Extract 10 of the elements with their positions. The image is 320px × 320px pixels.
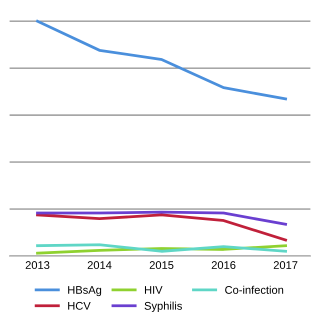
legend-label: HBsAg: [68, 286, 102, 296]
x-tick-label: 2017: [274, 261, 298, 270]
x-tick-label: 2015: [150, 261, 174, 270]
x-tick-label: 2016: [212, 261, 236, 270]
x-tick-label: 2013: [26, 261, 50, 270]
legend-label: Co-infection: [225, 286, 284, 294]
x-tick-label: 2014: [88, 261, 112, 270]
legend-label: Syphilis: [144, 302, 182, 312]
legend-label: HCV: [68, 302, 91, 310]
legend-label: HIV: [144, 286, 163, 294]
